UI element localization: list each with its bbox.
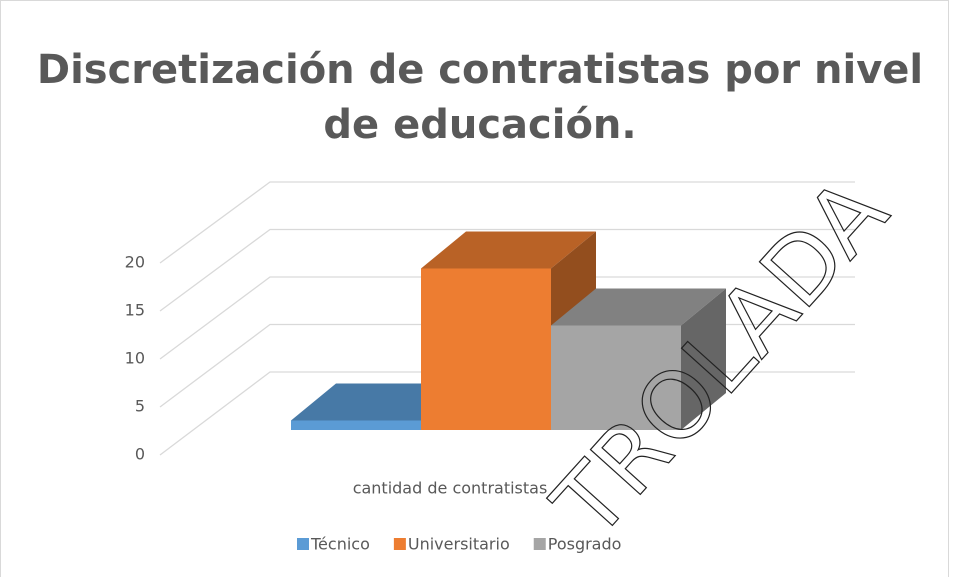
grid-line [159,228,855,312]
legend-swatch [297,538,309,550]
y-tick-label: 20 [125,253,145,272]
bar-front [421,268,551,430]
chart-title: Discretización de contratistas por nivel… [37,47,923,148]
y-tick-label: 15 [125,301,145,320]
bar-front [291,420,421,430]
bar-top [421,231,596,269]
bar [551,288,726,430]
y-tick-label: 10 [125,349,145,368]
bar-side [681,288,726,430]
legend-swatch [393,538,406,550]
grid-line [159,276,855,360]
legend-label: Posgrado [548,535,622,554]
y-tick-label: 5 [135,397,145,416]
legend-swatch [533,538,546,550]
y-tick-label: 0 [135,445,145,464]
bar-front [551,325,681,430]
grid-line [159,181,855,264]
x-tick-label: cantidad de contratistas [353,479,548,498]
legend-label: Universitario [408,535,510,554]
bar-top [551,288,726,326]
legend-label: Técnico [310,535,370,554]
